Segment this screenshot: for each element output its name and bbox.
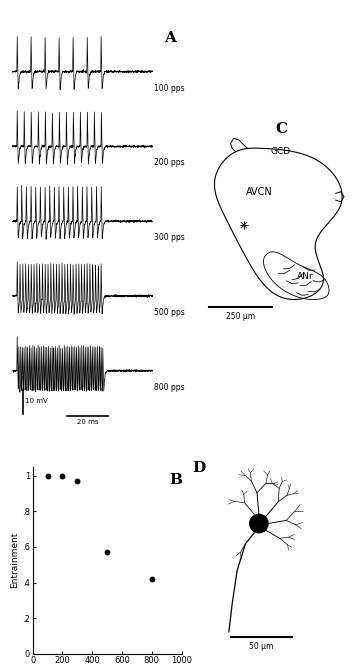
Text: 20 ms: 20 ms <box>77 420 98 426</box>
Text: 50 μm: 50 μm <box>249 642 274 651</box>
Text: 100 pps: 100 pps <box>154 83 185 93</box>
Text: 10 mV: 10 mV <box>25 398 47 404</box>
Text: A: A <box>164 31 176 45</box>
Text: 250 μm: 250 μm <box>226 312 255 321</box>
Text: C: C <box>276 123 288 137</box>
Text: 200 pps: 200 pps <box>154 158 185 167</box>
Text: ANr: ANr <box>297 272 314 281</box>
Text: GCD: GCD <box>270 147 291 156</box>
Point <box>149 574 155 584</box>
Text: D: D <box>192 462 205 476</box>
Text: B: B <box>170 472 183 486</box>
Text: 500 pps: 500 pps <box>154 308 185 317</box>
Y-axis label: Entrainment: Entrainment <box>10 532 19 588</box>
Text: 300 pps: 300 pps <box>154 233 185 242</box>
Text: AVCN: AVCN <box>245 187 272 197</box>
Circle shape <box>250 514 268 533</box>
Text: 800 pps: 800 pps <box>154 383 185 392</box>
Point <box>74 476 80 486</box>
Point <box>104 547 110 558</box>
Point <box>45 470 50 481</box>
Point <box>60 470 65 481</box>
